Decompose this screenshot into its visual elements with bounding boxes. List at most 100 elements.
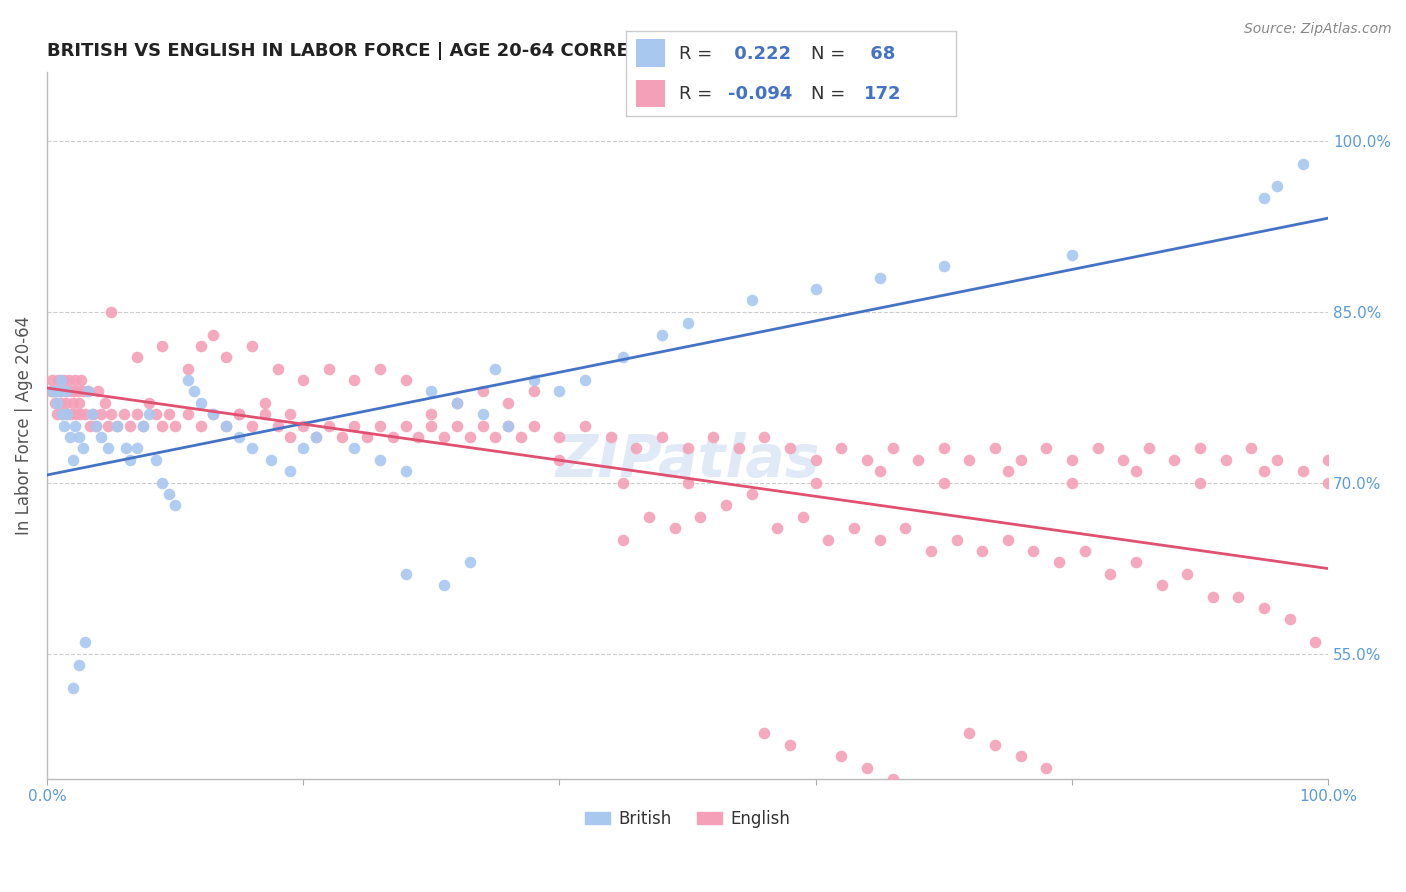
Point	[984, 442, 1007, 456]
Point	[48, 384, 70, 399]
Point	[869, 464, 891, 478]
Point	[856, 760, 879, 774]
Point	[62, 681, 84, 695]
Point	[804, 282, 827, 296]
Point	[727, 442, 749, 456]
Point	[869, 533, 891, 547]
Point	[894, 521, 917, 535]
Point	[177, 407, 200, 421]
Point	[67, 657, 90, 672]
Point	[240, 442, 263, 456]
Point	[395, 464, 418, 478]
Point	[65, 407, 87, 421]
Point	[253, 396, 276, 410]
Point	[458, 556, 481, 570]
Point	[330, 430, 353, 444]
Point	[115, 442, 138, 456]
Point	[882, 772, 904, 786]
Point	[574, 418, 596, 433]
Point	[792, 509, 814, 524]
Text: 172: 172	[863, 85, 901, 103]
Point	[157, 407, 180, 421]
Point	[305, 430, 328, 444]
Point	[97, 418, 120, 433]
Point	[548, 430, 571, 444]
Point	[1188, 442, 1211, 456]
Point	[1265, 453, 1288, 467]
Point	[1253, 464, 1275, 478]
Point	[75, 407, 97, 421]
Point	[55, 384, 77, 399]
Point	[408, 430, 430, 444]
Point	[676, 442, 699, 456]
Point	[1215, 453, 1237, 467]
Point	[856, 453, 879, 467]
Point	[1035, 442, 1057, 456]
Point	[741, 487, 763, 501]
Point	[779, 442, 801, 456]
Point	[163, 418, 186, 433]
Point	[907, 453, 929, 467]
Point	[1060, 248, 1083, 262]
Point	[1060, 453, 1083, 467]
Point	[278, 430, 301, 444]
Point	[830, 749, 852, 764]
Point	[228, 430, 250, 444]
Point	[368, 418, 391, 433]
Point	[1150, 578, 1173, 592]
Point	[471, 407, 494, 421]
Point	[446, 418, 468, 433]
Point	[138, 396, 160, 410]
Point	[599, 430, 621, 444]
Point	[72, 384, 94, 399]
Point	[93, 396, 115, 410]
Point	[676, 316, 699, 330]
Point	[972, 544, 994, 558]
Point	[125, 351, 148, 365]
Point	[67, 430, 90, 444]
Point	[240, 339, 263, 353]
Point	[420, 407, 443, 421]
Point	[49, 373, 72, 387]
Point	[1035, 760, 1057, 774]
Point	[1047, 556, 1070, 570]
Point	[689, 509, 711, 524]
Point	[202, 327, 225, 342]
Point	[278, 464, 301, 478]
Point	[496, 418, 519, 433]
Point	[150, 418, 173, 433]
Point	[157, 487, 180, 501]
Point	[84, 418, 107, 433]
Point	[804, 453, 827, 467]
Point	[1291, 464, 1313, 478]
Text: 0.222: 0.222	[728, 45, 792, 62]
Point	[830, 442, 852, 456]
Point	[52, 373, 75, 387]
Point	[69, 407, 91, 421]
Point	[112, 407, 135, 421]
Point	[1087, 442, 1109, 456]
Point	[1317, 475, 1340, 490]
Point	[433, 578, 456, 592]
Text: 68: 68	[863, 45, 896, 62]
Point	[80, 407, 103, 421]
Point	[932, 259, 955, 273]
Point	[1022, 544, 1045, 558]
Point	[44, 396, 66, 410]
Point	[548, 453, 571, 467]
Point	[343, 373, 366, 387]
Point	[51, 407, 73, 421]
Point	[523, 418, 546, 433]
Point	[676, 475, 699, 490]
Point	[651, 327, 673, 342]
Point	[779, 738, 801, 752]
Point	[42, 384, 65, 399]
Point	[75, 635, 97, 649]
Point	[48, 384, 70, 399]
Point	[766, 521, 789, 535]
Point	[1305, 635, 1327, 649]
Point	[190, 339, 212, 353]
Point	[368, 361, 391, 376]
Point	[1060, 475, 1083, 490]
Point	[1240, 442, 1263, 456]
